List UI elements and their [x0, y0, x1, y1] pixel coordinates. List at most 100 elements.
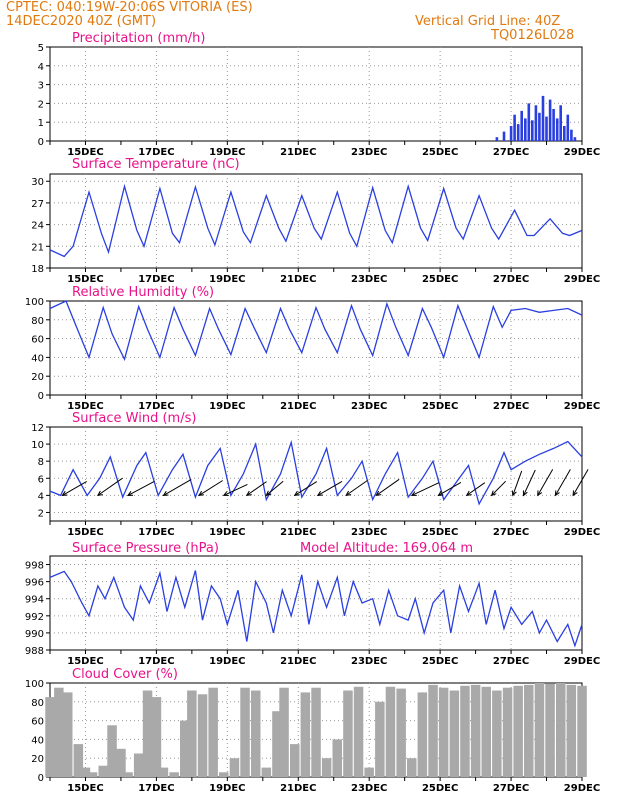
data-bar — [87, 772, 98, 777]
y-tick-label: 30 — [31, 177, 44, 188]
data-bar — [142, 690, 153, 777]
wind-arrow — [223, 483, 248, 496]
wind-arrow — [376, 478, 400, 496]
x-tick-label: 23DEC — [351, 401, 387, 412]
x-tick-label: 25DEC — [422, 783, 458, 794]
x-tick-label: 25DEC — [422, 401, 458, 412]
y-tick-label: 5 — [38, 43, 44, 54]
data-bar — [332, 739, 342, 777]
x-tick-label: 27DEC — [493, 274, 529, 285]
wind-arrow-head — [522, 490, 528, 497]
y-tick-label: 0 — [38, 773, 44, 784]
y-tick-label: 6 — [38, 474, 44, 485]
data-bar — [123, 772, 133, 777]
wind-arrow-head — [345, 490, 352, 497]
wind-arrow-head — [465, 490, 472, 497]
data-bar — [524, 118, 527, 141]
data-bar — [513, 114, 516, 141]
wind-arrow — [537, 469, 554, 496]
data-bar — [353, 686, 364, 777]
data-bar — [559, 105, 562, 141]
panel-frame — [49, 555, 583, 651]
x-tick-label: 15DEC — [67, 147, 103, 158]
y-tick-label: 21 — [31, 242, 44, 253]
y-tick-label: 994 — [25, 595, 44, 606]
panel-frame — [49, 173, 583, 269]
data-bar — [261, 767, 272, 777]
wind-arrow — [163, 478, 192, 496]
data-bar — [208, 687, 218, 777]
header-location: CPTEC: 040:19W-20:06S VITORIA (ES) — [6, 0, 253, 15]
data-bar — [311, 687, 321, 777]
x-tick-label: 15DEC — [67, 401, 103, 412]
panel-frame — [49, 300, 583, 396]
y-tick-label: 60 — [31, 717, 44, 728]
y-tick-label: 20 — [31, 754, 44, 765]
y-tick-label: 2 — [38, 508, 44, 519]
x-tick-label: 21DEC — [280, 401, 316, 412]
data-bar — [385, 686, 396, 777]
x-tick-label: 25DEC — [422, 274, 458, 285]
data-bar — [563, 126, 566, 141]
y-tick-label: 992 — [25, 612, 44, 623]
x-tick-label: 25DEC — [422, 147, 458, 158]
data-bar — [566, 684, 577, 777]
y-tick-label: 10 — [31, 440, 44, 451]
panel-title: Cloud Cover (%) — [72, 667, 178, 682]
data-bar — [524, 684, 534, 777]
data-bar — [240, 687, 250, 777]
x-tick-label: 27DEC — [493, 527, 529, 538]
data-bar — [577, 685, 587, 777]
wind-arrow — [317, 480, 343, 496]
wind-arrow — [411, 482, 440, 496]
y-tick-label: 0 — [38, 391, 44, 402]
wind-arrow — [491, 480, 507, 496]
panel-5: 988 990 992 994 996 998 15DEC 17DEC 19DEC 21DEC 23… — [25, 541, 600, 667]
x-tick-label: 23DEC — [351, 274, 387, 285]
y-tick-label: 4 — [38, 62, 44, 73]
data-bar — [502, 131, 506, 141]
header-code: TQ0126L028 — [491, 28, 575, 43]
x-tick-label: 23DEC — [351, 527, 387, 538]
y-tick-label: 998 — [25, 561, 44, 572]
panel-1: 0 1 2 3 4 5 15DEC 17DEC 19DEC 21DEC 23DEC 25DEC 27DE… — [38, 31, 601, 158]
x-tick-label: 21DEC — [280, 783, 316, 794]
data-bar — [300, 692, 311, 777]
data-bar — [534, 105, 538, 141]
data-bar — [54, 687, 64, 777]
wind-arrow-head — [511, 490, 517, 497]
data-bar — [548, 99, 552, 141]
y-tick-label: 80 — [31, 698, 44, 709]
x-tick-label: 29DEC — [564, 274, 600, 285]
y-tick-label: 0 — [38, 137, 44, 148]
x-tick-label: 17DEC — [138, 274, 174, 285]
x-tick-label: 19DEC — [209, 783, 245, 794]
x-tick-label: 17DEC — [138, 401, 174, 412]
data-bar — [98, 765, 108, 777]
x-tick-label: 19DEC — [209, 401, 245, 412]
data-bar — [251, 690, 261, 777]
panel-title: Surface Pressure (hPa) — [72, 541, 219, 556]
wind-arrow-head — [265, 490, 272, 497]
x-tick-label: 29DEC — [564, 527, 600, 538]
data-bar — [229, 758, 240, 777]
data-bar — [509, 126, 513, 141]
data-bar — [73, 744, 84, 777]
panel-title: Surface Temperature (nC) — [72, 157, 240, 172]
wind-arrow — [554, 469, 571, 496]
wind-arrow — [438, 481, 462, 496]
x-tick-label: 15DEC — [67, 527, 103, 538]
series-line — [49, 570, 583, 648]
data-bar — [527, 103, 531, 141]
wind-arrow — [62, 480, 87, 496]
y-tick-label: 18 — [31, 264, 44, 275]
x-tick-label: 17DEC — [138, 147, 174, 158]
x-tick-label: 29DEC — [564, 656, 600, 667]
wind-arrow-head — [162, 490, 169, 496]
data-bar — [460, 685, 470, 777]
y-tick-label: 8 — [38, 457, 44, 468]
y-tick-label: 20 — [31, 372, 44, 383]
data-bar — [197, 694, 208, 777]
x-tick-label: 29DEC — [564, 783, 600, 794]
